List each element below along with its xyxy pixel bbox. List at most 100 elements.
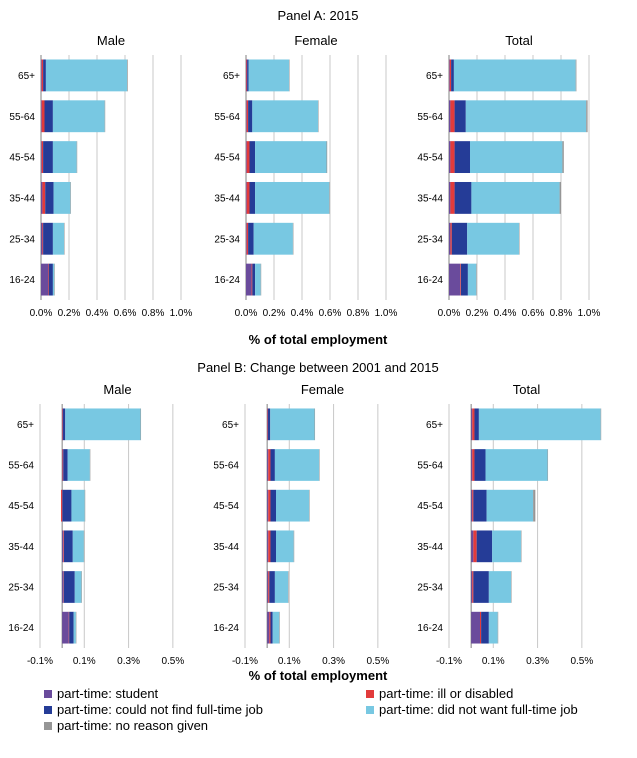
bar-segment-35-44-ill-or-disabled <box>246 181 250 214</box>
chart-title: Female <box>294 33 337 48</box>
bar-segment-65-ill-or-disabled <box>41 59 44 92</box>
bar-segment-25-34-student <box>62 571 64 603</box>
bar-segment-35-44-student <box>62 530 64 563</box>
x-tick-label: 0.1% <box>482 656 505 667</box>
category-label: 35-44 <box>213 542 239 553</box>
bar-segment-25-34-no-reason-given <box>511 571 512 603</box>
bar-segment-25-34-no-reason-given <box>292 222 294 255</box>
category-label: 25-34 <box>417 583 443 594</box>
chart-panel-panel-a-total: Total 0.0% 0.2% 0.4% 0.6% 0.8% 1.0% 65+ 55-64 45-… <box>417 33 600 319</box>
category-label: 45-54 <box>417 153 443 164</box>
bar-segment-16-24-ill-or-disabled <box>48 263 49 296</box>
bar-segment-55-64-could-not-find-full-time-job <box>474 449 486 481</box>
bar-segment-45-54-ill-or-disabled <box>268 489 271 522</box>
x-tick-label: 0.5% <box>161 656 184 667</box>
x-tick-label: 0.2% <box>58 308 81 319</box>
category-label: 65+ <box>426 420 443 431</box>
bar-segment-35-44-student <box>449 181 451 214</box>
bar-segment-16-24-student <box>449 263 461 296</box>
bar-segment-16-24-no-reason-given <box>260 263 262 296</box>
bar-segment-35-44-could-not-find-full-time-job <box>63 530 73 563</box>
bar-segment-16-24-did-not-want-full-time-job <box>73 611 76 644</box>
bar-segment-25-34-ill-or-disabled <box>268 571 270 603</box>
chart-panel-panel-a-male: Male 0.0% 0.2% 0.4% 0.6% 0.8% 1.0% 65+ 55-64 45-5… <box>9 33 192 319</box>
bar-segment-25-34-no-reason-given <box>519 222 520 255</box>
bar-segment-35-44-could-not-find-full-time-job <box>270 530 276 563</box>
bar-segment-55-64-could-not-find-full-time-job <box>248 100 253 133</box>
category-label: 65+ <box>222 420 239 431</box>
bar-segment-16-24-could-not-find-full-time-job <box>252 263 256 296</box>
x-tick-label: 0.8% <box>347 308 370 319</box>
chart-panel-panel-b-total: Total -0.1% 0.1% 0.3% 0.5% 65+ 55-64 45-54 35-44… <box>417 382 602 667</box>
bar-segment-65-did-not-want-full-time-job <box>270 408 315 441</box>
bar-segment-16-24-did-not-want-full-time-job <box>467 263 477 296</box>
bar-segment-55-64-ill-or-disabled <box>41 100 45 133</box>
x-tick-label: 0.8% <box>550 308 573 319</box>
bar-segment-55-64-no-reason-given <box>318 100 319 133</box>
bar-segment-16-24-did-not-want-full-time-job <box>272 611 280 644</box>
x-tick-label: 0.1% <box>278 656 301 667</box>
bar-segment-55-64-ill-or-disabled <box>62 449 64 481</box>
category-label: 35-44 <box>214 193 240 204</box>
bar-segment-55-64-student <box>471 449 473 481</box>
category-label: 55-64 <box>214 112 240 123</box>
bar-segment-35-44-could-not-find-full-time-job <box>45 181 54 214</box>
bar-segment-45-54-ill-or-disabled <box>41 141 44 174</box>
bar-segment-35-44-could-not-find-full-time-job <box>249 181 256 214</box>
x-tick-label: 0.5% <box>570 656 593 667</box>
bar-segment-35-44-no-reason-given <box>520 530 522 563</box>
bar-segment-65-student <box>449 59 450 92</box>
bar-segment-55-64-could-not-find-full-time-job <box>44 100 53 133</box>
chart-title: Total <box>505 33 533 48</box>
bar-segment-16-24-ill-or-disabled <box>480 611 482 644</box>
category-label: 25-34 <box>417 234 443 245</box>
bar-segment-35-44-did-not-want-full-time-job <box>471 181 560 214</box>
x-tick-label: -0.1% <box>27 656 53 667</box>
category-label: 35-44 <box>8 542 34 553</box>
bar-segment-16-24-student <box>41 263 48 296</box>
chart-panel-panel-a-female: Female 0.0% 0.2% 0.4% 0.6% 0.8% 1.0% 65+ 55-64 45… <box>214 33 397 319</box>
bar-segment-45-54-could-not-find-full-time-job <box>473 489 487 522</box>
bar-segment-25-34-did-not-want-full-time-job <box>253 222 293 255</box>
bar-segment-25-34-did-not-want-full-time-job <box>74 571 82 603</box>
bar-segment-25-34-could-not-find-full-time-job <box>63 571 75 603</box>
bar-segment-55-64-could-not-find-full-time-job <box>270 449 275 481</box>
bar-segment-45-54-did-not-want-full-time-job <box>486 489 534 522</box>
bar-segment-25-34-could-not-find-full-time-job <box>43 222 53 255</box>
bar-segment-55-64-could-not-find-full-time-job <box>63 449 68 481</box>
bar-segment-16-24-did-not-want-full-time-job <box>52 263 55 296</box>
x-tick-label: -0.1% <box>436 656 462 667</box>
bar-segment-35-44-no-reason-given <box>83 530 85 563</box>
bar-segment-65-could-not-find-full-time-job <box>63 408 66 441</box>
bar-segment-55-64-ill-or-disabled <box>246 100 249 133</box>
bar-segment-16-24-ill-or-disabled <box>269 611 271 644</box>
x-tick-label: 0.0% <box>235 308 258 319</box>
bar-segment-45-54-could-not-find-full-time-job <box>454 141 470 174</box>
bar-segment-16-24-did-not-want-full-time-job <box>255 263 261 296</box>
bar-segment-45-54-could-not-find-full-time-job <box>43 141 53 174</box>
bar-segment-45-54-student <box>471 489 473 522</box>
bar-segment-35-44-did-not-want-full-time-job <box>255 181 330 214</box>
bar-segment-55-64-no-reason-given <box>547 449 549 481</box>
bar-segment-16-24-could-not-find-full-time-job <box>69 611 74 644</box>
bar-segment-45-54-student <box>62 489 63 522</box>
bar-segment-45-54-ill-or-disabled <box>61 489 63 522</box>
bar-segment-45-54-student <box>267 489 269 522</box>
category-label: 35-44 <box>9 193 35 204</box>
category-label: 25-34 <box>9 234 35 245</box>
bar-segment-45-54-did-not-want-full-time-job <box>255 141 327 174</box>
x-tick-label: 0.4% <box>494 308 517 319</box>
bar-segment-35-44-could-not-find-full-time-job <box>454 181 472 214</box>
bar-segment-25-34-ill-or-disabled <box>246 222 249 255</box>
x-tick-label: 1.0% <box>375 308 398 319</box>
bar-segment-16-24-no-reason-given <box>476 263 477 296</box>
bar-segment-16-24-could-not-find-full-time-job <box>270 611 273 644</box>
x-tick-label: 0.6% <box>522 308 545 319</box>
bar-segment-65-no-reason-given <box>600 408 602 441</box>
bar-segment-55-64-did-not-want-full-time-job <box>465 100 587 133</box>
bar-segment-35-44-did-not-want-full-time-job <box>492 530 521 563</box>
chart-title: Female <box>301 382 344 397</box>
bar-segment-55-64-student <box>449 100 451 133</box>
bar-segment-35-44-could-not-find-full-time-job <box>476 530 493 563</box>
panel-a-xlabel: % of total employment <box>249 332 388 347</box>
